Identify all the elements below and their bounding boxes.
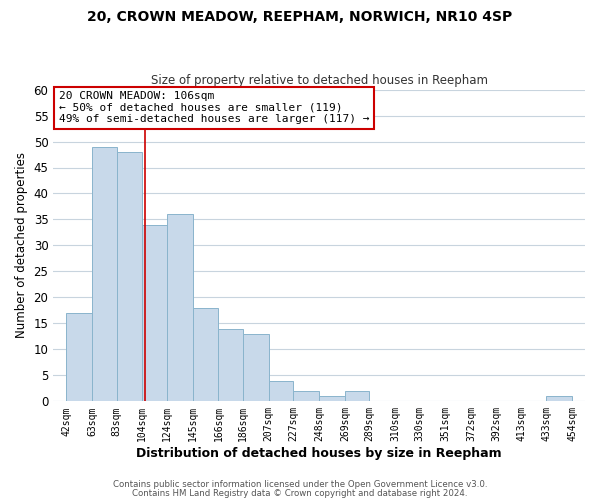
- Text: Contains HM Land Registry data © Crown copyright and database right 2024.: Contains HM Land Registry data © Crown c…: [132, 488, 468, 498]
- Text: 20 CROWN MEADOW: 106sqm
← 50% of detached houses are smaller (119)
49% of semi-d: 20 CROWN MEADOW: 106sqm ← 50% of detache…: [59, 91, 369, 124]
- Bar: [193, 308, 218, 402]
- Bar: [116, 152, 142, 402]
- Bar: [243, 334, 269, 402]
- Text: Contains public sector information licensed under the Open Government Licence v3: Contains public sector information licen…: [113, 480, 487, 489]
- Bar: [269, 380, 293, 402]
- Title: Size of property relative to detached houses in Reepham: Size of property relative to detached ho…: [151, 74, 488, 87]
- Text: 20, CROWN MEADOW, REEPHAM, NORWICH, NR10 4SP: 20, CROWN MEADOW, REEPHAM, NORWICH, NR10…: [88, 10, 512, 24]
- Bar: [167, 214, 193, 402]
- Y-axis label: Number of detached properties: Number of detached properties: [15, 152, 28, 338]
- Bar: [345, 391, 370, 402]
- Bar: [92, 146, 116, 402]
- Bar: [66, 313, 92, 402]
- X-axis label: Distribution of detached houses by size in Reepham: Distribution of detached houses by size …: [136, 447, 502, 460]
- Bar: [142, 224, 167, 402]
- Bar: [293, 391, 319, 402]
- Bar: [319, 396, 345, 402]
- Bar: [547, 396, 572, 402]
- Bar: [218, 328, 243, 402]
